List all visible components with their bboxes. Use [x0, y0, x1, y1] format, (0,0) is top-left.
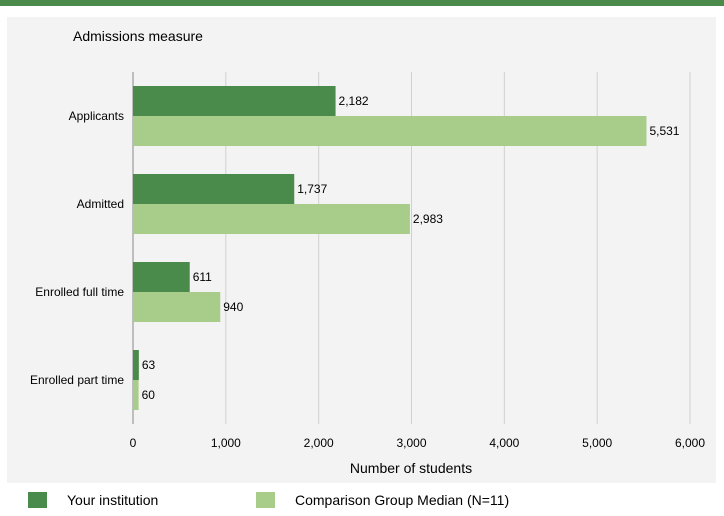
bar-applicants-your-institution	[133, 86, 336, 116]
category-label-applicants: Applicants	[69, 109, 124, 123]
bar-admitted-your-institution	[133, 174, 295, 204]
x-tick-label-4000: 4,000	[489, 436, 519, 450]
category-label-admitted: Admitted	[77, 197, 124, 211]
legend-swatch-your-institution	[28, 492, 47, 508]
bar-value-labels: 2,182 5,531 1,737 2,983 611 940 63 60	[142, 94, 680, 402]
bar-enrolled-full-time-comparison-group	[133, 292, 221, 322]
plot-panel	[7, 17, 716, 483]
legend-label-comparison-group: Comparison Group Median (N=11)	[295, 492, 510, 508]
x-tick-label-1000: 1,000	[211, 436, 241, 450]
bar-enrolled-part-time-your-institution	[133, 350, 139, 380]
legend-swatch-comparison-group	[256, 492, 275, 508]
x-tick-label-5000: 5,000	[582, 436, 612, 450]
x-axis-title: Number of students	[350, 460, 472, 476]
x-tick-label-0: 0	[130, 436, 137, 450]
bar-applicants-comparison-group	[133, 116, 647, 146]
data-label-applicants-comparison-group: 5,531	[649, 124, 679, 138]
data-label-applicants-your-institution: 2,182	[339, 94, 369, 108]
data-label-enrolled-part-time-comparison-group: 60	[142, 388, 156, 402]
bar-enrolled-full-time-your-institution	[133, 262, 190, 292]
category-label-enrolled-part-time: Enrolled part time	[30, 373, 124, 387]
x-tick-labels: 0 1,000 2,000 3,000 4,000 5,000 6,000	[130, 436, 706, 450]
category-label-enrolled-full-time: Enrolled full time	[35, 285, 124, 299]
category-labels: Applicants Admitted Enrolled full time Enro…	[30, 109, 124, 387]
legend-label-your-institution: Your institution	[67, 492, 159, 508]
legend-item-comparison-group: Comparison Group Median (N=11)	[256, 492, 509, 508]
legend	[0, 483, 724, 516]
x-tick-label-2000: 2,000	[304, 436, 334, 450]
legend-item-your-institution: Your institution	[28, 492, 158, 508]
data-label-enrolled-full-time-your-institution: 611	[193, 270, 212, 284]
bar-chart: Admissions measure 2,182 5,531 1,737 2,983 6…	[30, 28, 706, 476]
x-tick-label-6000: 6,000	[675, 436, 705, 450]
top-accent-rule	[0, 0, 724, 6]
x-tick-label-3000: 3,000	[396, 436, 426, 450]
data-label-admitted-your-institution: 1,737	[297, 182, 327, 196]
chart-title: Admissions measure	[73, 28, 203, 44]
data-label-enrolled-full-time-comparison-group: 940	[223, 300, 243, 314]
data-label-enrolled-part-time-your-institution: 63	[142, 358, 156, 372]
bars	[133, 86, 647, 410]
data-label-admitted-comparison-group: 2,983	[413, 212, 443, 226]
bar-enrolled-part-time-comparison-group	[133, 380, 139, 410]
bar-admitted-comparison-group	[133, 204, 410, 234]
